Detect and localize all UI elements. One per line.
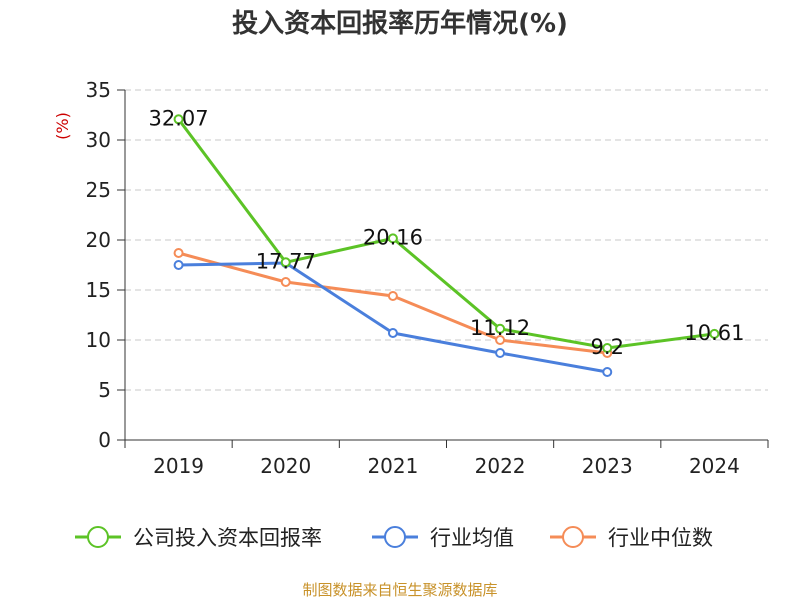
data-label: 20.16: [363, 225, 423, 249]
data-point: [495, 335, 506, 345]
source-note: 制图数据来自恒生聚源数据库: [302, 581, 497, 599]
y-tick-label: 20: [86, 228, 111, 252]
x-tick-label: 2022: [475, 454, 526, 478]
series-line-0: [177, 118, 715, 350]
data-point: [280, 257, 291, 268]
x-tick-label: 2023: [582, 454, 633, 478]
legend-label: 公司投入资本回报率: [133, 526, 322, 550]
legend-marker: [562, 526, 584, 548]
legend-label: 行业中位数: [608, 526, 713, 550]
data-labels: 32.07 17.77 20.16 11.12 9.2 10.61: [149, 106, 745, 359]
data-point: [495, 323, 506, 334]
axes: 0 5 10 15 20 25 30 35 2019 2020 2021 2022 2023 2024: [86, 78, 769, 478]
y-tick-label: 25: [86, 178, 111, 202]
data-point: [173, 114, 184, 125]
data-point: [495, 348, 506, 358]
data-point: [602, 343, 613, 353]
data-point: [173, 260, 184, 270]
legend: 公司投入资本回报率 行业均值 行业中位数: [75, 526, 713, 550]
data-label: 11.12: [470, 316, 530, 340]
legend-item-2[interactable]: 行业中位数: [550, 526, 713, 550]
gridlines: [125, 89, 768, 391]
y-tick-label: 5: [98, 378, 111, 402]
legend-marker: [87, 526, 109, 548]
data-label: 32.07: [149, 106, 209, 130]
data-point: [280, 277, 291, 287]
data-label: 10.61: [684, 321, 744, 345]
y-tick-label: 15: [86, 278, 111, 302]
y-tick-label: 30: [86, 128, 111, 152]
x-tick-label: 2024: [689, 454, 740, 478]
legend-item-0[interactable]: 公司投入资本回报率: [75, 526, 322, 550]
y-tick-label: 0: [98, 428, 111, 452]
x-tick-label: 2019: [153, 454, 204, 478]
data-point: [387, 328, 398, 338]
data-point: [387, 233, 398, 244]
chart-title: 投入资本回报率历年情况(%): [232, 8, 568, 39]
data-point: [709, 328, 720, 339]
data-point: [173, 248, 184, 258]
legend-label: 行业均值: [430, 526, 514, 550]
data-point: [602, 367, 613, 377]
y-axis-label: (%): [53, 112, 72, 140]
y-tick-label: 35: [86, 78, 111, 102]
series-lines: [173, 114, 720, 377]
data-label: 17.77: [256, 249, 316, 273]
legend-item-1[interactable]: 行业均值: [372, 526, 514, 550]
x-tick-label: 2020: [260, 454, 311, 478]
y-tick-label: 10: [86, 328, 111, 352]
series-line-1: [178, 261, 608, 374]
data-point: [387, 291, 398, 301]
data-label: 9.2: [591, 335, 624, 359]
legend-marker: [384, 526, 406, 548]
x-tick-label: 2021: [367, 454, 418, 478]
